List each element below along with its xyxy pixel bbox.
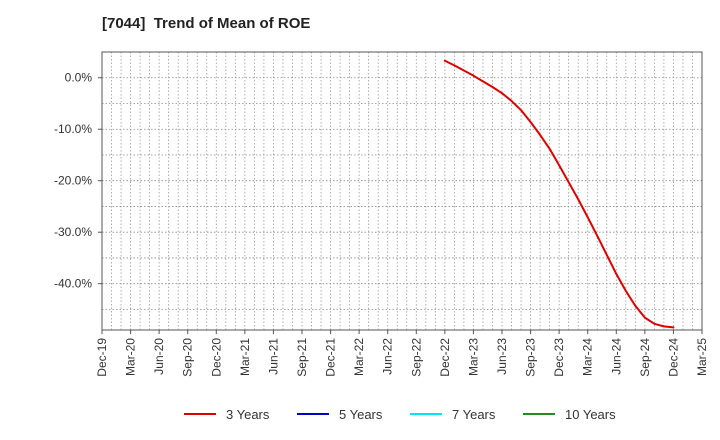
x-tick-label: Mar-22 bbox=[352, 338, 366, 376]
legend-swatch bbox=[523, 413, 555, 415]
legend-label: 3 Years bbox=[226, 406, 270, 422]
x-tick-label: Jun-21 bbox=[266, 338, 280, 375]
legend-item: 10 Years bbox=[523, 404, 616, 424]
x-tick-label: Dec-20 bbox=[209, 338, 223, 377]
legend-swatch bbox=[184, 413, 216, 415]
legend-item: 3 Years bbox=[184, 404, 269, 424]
x-tick-label: Dec-19 bbox=[95, 338, 109, 377]
grid-layer bbox=[102, 51, 702, 330]
x-tick-label: Sep-22 bbox=[409, 338, 423, 377]
x-tick-label: Mar-24 bbox=[581, 338, 595, 376]
chart-title: [7044] Trend of Mean of ROE bbox=[102, 15, 311, 32]
y-tick-label: -40.0% bbox=[54, 277, 92, 291]
plot-frame bbox=[101, 51, 703, 331]
x-tick-label: Sep-23 bbox=[524, 338, 538, 377]
y-tick-label: -10.0% bbox=[54, 122, 92, 136]
x-tick-label: Mar-21 bbox=[238, 338, 252, 376]
x-tick-label: Jun-20 bbox=[152, 338, 166, 375]
x-tick-label: Jun-24 bbox=[609, 338, 623, 375]
series-layer bbox=[443, 59, 675, 329]
x-tick-label: Mar-25 bbox=[695, 338, 709, 376]
legend-label: 7 Years bbox=[452, 406, 496, 422]
x-tick-label: Sep-21 bbox=[295, 338, 309, 377]
legend-swatch bbox=[297, 413, 329, 415]
legend: 3 Years 5 Years 7 Years 10 Years bbox=[0, 404, 720, 424]
x-tick-label: Dec-22 bbox=[438, 338, 452, 377]
legend-item: 7 Years bbox=[410, 404, 495, 424]
y-tick-label: 0.0% bbox=[65, 71, 93, 85]
y-tick-label: -30.0% bbox=[54, 225, 92, 239]
axis-layer: 0.0% -10.0% -20.0% -30.0% -40.0% Dec-19 Mar-20… bbox=[54, 51, 709, 377]
legend-label: 10 Years bbox=[565, 406, 616, 422]
legend-item: 5 Years bbox=[297, 404, 382, 424]
legend-swatch bbox=[410, 413, 442, 415]
series-line-3-years bbox=[443, 59, 675, 329]
x-tick-label: Sep-20 bbox=[181, 338, 195, 377]
x-tick-label: Sep-24 bbox=[638, 338, 652, 377]
y-tick-label: -20.0% bbox=[54, 174, 92, 188]
x-tick-label: Jun-22 bbox=[381, 338, 395, 375]
x-tick-label: Dec-21 bbox=[324, 338, 338, 377]
x-tick-label: Dec-24 bbox=[666, 338, 680, 377]
x-tick-label: Dec-23 bbox=[552, 338, 566, 377]
x-tick-label: Mar-23 bbox=[466, 338, 480, 376]
legend-label: 5 Years bbox=[339, 406, 383, 422]
x-tick-label: Jun-23 bbox=[495, 338, 509, 375]
x-tick-label: Mar-20 bbox=[124, 338, 138, 376]
